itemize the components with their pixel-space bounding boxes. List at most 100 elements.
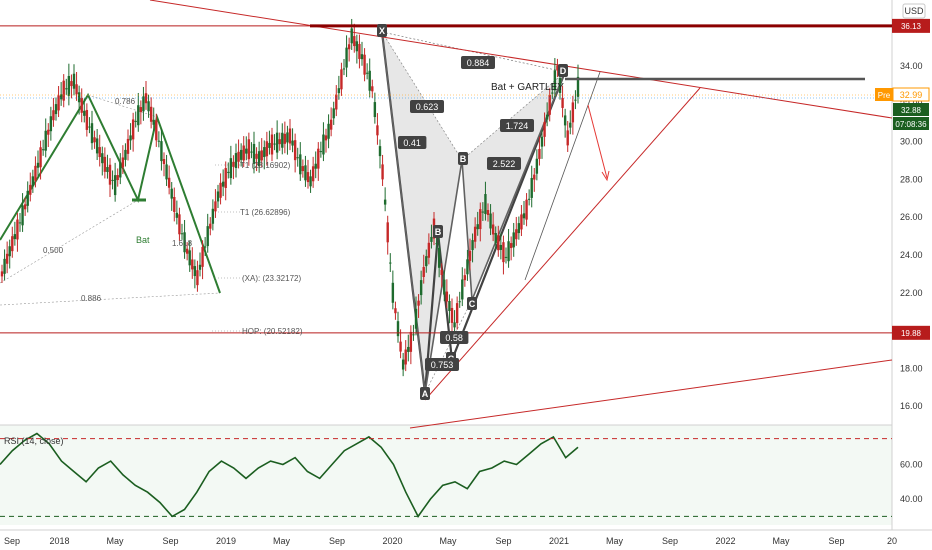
ratio-label-2: 0.41: [403, 138, 421, 148]
time-tick-label: 2022: [715, 536, 735, 546]
candle-body: [437, 247, 441, 268]
candle-body: [162, 159, 166, 164]
time-tick-label: May: [772, 536, 790, 546]
candle-body: [11, 236, 14, 252]
candle-body: [201, 246, 204, 267]
candle-body: [142, 96, 145, 112]
candle-body: [396, 321, 400, 337]
price-tick-label: 28.00: [900, 174, 923, 184]
candle-body: [103, 156, 107, 172]
candle-body: [137, 105, 140, 126]
horizontal-levels[interactable]: 36.13 19.88: [0, 18, 930, 340]
candle-body: [314, 163, 317, 169]
pattern-labels[interactable]: XABCDBC0.8840.6230.411.7242.5220.580.753…: [43, 24, 568, 400]
candle-body: [268, 142, 271, 148]
xb-guide: [381, 31, 463, 161]
rsi-pane[interactable]: [0, 425, 892, 525]
candle-body: [98, 147, 101, 158]
last-price-value: 32.88: [901, 106, 922, 115]
candle-body: [335, 94, 338, 110]
currency-badge[interactable]: [902, 3, 926, 19]
candle-body: [407, 346, 410, 352]
candle-body: [116, 175, 119, 181]
candle-body: [65, 88, 68, 90]
currency-label: USD: [904, 6, 924, 16]
level-value: 36.13: [901, 22, 922, 31]
candle-body: [543, 121, 546, 137]
candle-body: [134, 120, 137, 122]
candle-body: [563, 115, 567, 126]
time-tick-label: May: [606, 536, 624, 546]
candle-body: [250, 151, 253, 153]
candle-body: [417, 300, 420, 306]
candle-body: [129, 135, 132, 141]
candle-body: [463, 275, 467, 281]
price-tick-label: 24.00: [900, 250, 923, 260]
candle-body: [288, 128, 292, 144]
candle-body: [355, 41, 359, 52]
ratio-label-6: 0.753: [431, 360, 454, 370]
candle-body: [340, 69, 343, 90]
candle-body: [221, 181, 225, 187]
candle-body: [149, 106, 153, 122]
candle-body: [461, 279, 464, 300]
candle-body: [342, 68, 346, 70]
candle-body: [556, 65, 559, 71]
rsi-label: RSI (14, close): [4, 436, 64, 446]
candle-body: [425, 256, 428, 267]
candle-body: [386, 222, 389, 243]
candle-body: [450, 307, 454, 323]
ratio-label-3: 1.724: [506, 121, 529, 131]
pre-tag: [875, 88, 893, 101]
time-tick-label: Sep: [495, 536, 511, 546]
resistance-trendline: [149, 0, 893, 119]
candle-body: [144, 93, 148, 104]
candle-body: [440, 269, 443, 275]
candle-body: [558, 77, 562, 93]
candle-body: [293, 140, 297, 161]
candle-body: [119, 162, 122, 178]
candle-body: [175, 212, 179, 218]
candle-body: [49, 116, 53, 132]
time-axis[interactable]: Sep 2018 May Sep 2019 May Sep 2020 May Sep 2021 May…: [4, 536, 897, 546]
candle-body: [455, 303, 459, 324]
candle-body: [113, 175, 117, 196]
candle-body: [453, 322, 456, 328]
candle-body: [548, 94, 551, 115]
candle-body: [391, 282, 395, 303]
candle-body: [152, 119, 155, 125]
candle-body: [229, 158, 233, 179]
candle-body: [497, 235, 500, 251]
rsi-axis[interactable]: 40.00 60.00: [900, 460, 923, 505]
support-trendline: [424, 87, 701, 401]
pre-price-badge: [892, 87, 930, 102]
candle-body: [476, 224, 479, 230]
candle-body: [327, 123, 330, 139]
candle-body: [458, 301, 461, 303]
candle-body: [445, 291, 449, 302]
candle-body: [36, 162, 40, 168]
candle-body: [155, 120, 158, 141]
point-X-label: X: [379, 26, 385, 36]
harmonic-patterns[interactable]: [0, 0, 893, 429]
candle-body: [373, 102, 377, 118]
candle-body: [101, 153, 104, 164]
rsi-series[interactable]: [0, 432, 892, 518]
candle-body: [427, 242, 431, 258]
candle-body: [520, 214, 523, 230]
time-tick-label: May: [273, 536, 291, 546]
candle-body: [219, 182, 222, 198]
candle-body: [507, 241, 510, 262]
pre-price-value: 32.99: [900, 90, 923, 100]
candle-body: [443, 279, 446, 295]
candle-body: [522, 213, 526, 219]
candle-body: [160, 141, 163, 162]
candle-body: [111, 179, 114, 181]
candle-body: [18, 222, 22, 224]
candle-body: [198, 264, 202, 270]
candle-body: [471, 240, 474, 251]
left-ratio-3: 0.886: [81, 294, 102, 303]
candle-body: [504, 256, 508, 258]
point-D-label: D: [560, 66, 567, 76]
